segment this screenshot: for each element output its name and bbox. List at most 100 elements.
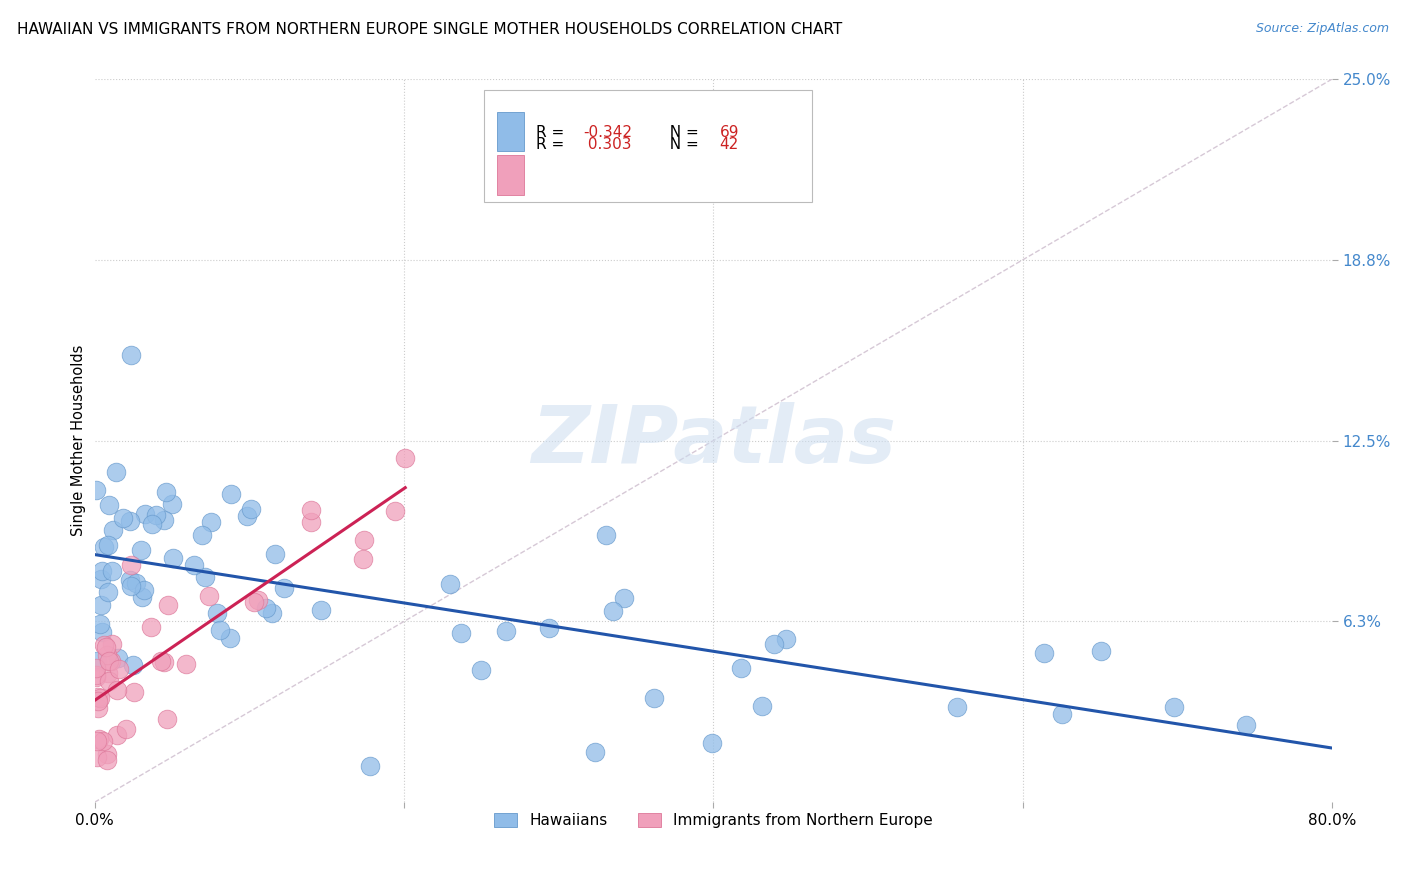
Point [121,657,143,672]
Point [262,606,284,620]
Point [141,517,163,532]
Point [239,502,262,516]
Point [495,624,517,639]
Legend: Hawaiians, Immigrants from Northern Europe: Hawaiians, Immigrants from Northern Euro… [488,807,939,834]
Point [120,558,142,572]
Point [105,682,128,697]
Point [89,617,111,632]
Point [439,577,461,591]
Point [254,601,277,615]
Point [1090,644,1112,658]
Point [152,513,174,527]
Point [156,598,179,612]
Text: R =: R = [537,125,569,139]
Point [97,498,120,512]
Point [730,660,752,674]
Text: 69: 69 [720,125,740,139]
Point [162,497,184,511]
Point [86,654,108,668]
Point [352,552,374,566]
Point [243,595,266,609]
Point [236,509,259,524]
Point [205,607,228,621]
Point [208,623,231,637]
Point [89,731,111,746]
Point [101,564,124,578]
Point [96,753,118,767]
Point [97,585,120,599]
Point [93,734,115,748]
Point [107,651,129,665]
Point [384,504,406,518]
Point [221,486,243,500]
Point [1234,718,1257,732]
Point [101,523,124,537]
Point [299,503,322,517]
Point [86,734,108,748]
Point [120,578,142,592]
Point [353,533,375,548]
Point [101,637,124,651]
Point [118,514,141,528]
Y-axis label: Single Mother Households: Single Mother Households [72,345,86,536]
Text: 0.303: 0.303 [583,136,631,152]
Point [98,654,121,668]
Point [198,589,221,603]
Point [945,700,967,714]
Point [309,602,332,616]
Point [90,572,112,586]
Point [97,538,120,552]
Point [112,510,135,524]
Point [450,625,472,640]
Point [87,690,110,705]
Text: R =: R = [537,136,569,152]
Point [93,540,115,554]
Point [96,747,118,761]
Point [107,662,129,676]
Point [86,750,108,764]
Point [191,527,214,541]
Point [120,574,142,588]
Text: HAWAIIAN VS IMMIGRANTS FROM NORTHERN EUROPE SINGLE MOTHER HOUSEHOLDS CORRELATION: HAWAIIAN VS IMMIGRANTS FROM NORTHERN EUR… [17,22,842,37]
Point [94,640,117,654]
Point [91,625,114,640]
FancyBboxPatch shape [485,90,813,202]
Point [613,591,636,605]
Point [131,590,153,604]
Point [149,654,172,668]
Point [273,581,295,595]
Point [194,569,217,583]
Point [775,632,797,646]
Point [700,736,723,750]
Point [155,485,177,500]
Point [129,543,152,558]
Text: ZIPatlas: ZIPatlas [531,401,896,480]
Point [595,528,617,542]
Point [139,620,162,634]
Point [359,759,381,773]
Point [470,663,492,677]
Point [134,583,156,598]
Point [124,576,146,591]
Point [84,483,107,497]
Point [763,636,786,650]
Point [264,547,287,561]
Point [97,666,120,681]
Point [105,466,128,480]
Point [96,648,118,663]
Point [1032,647,1054,661]
Point [394,451,416,466]
Text: N =: N = [661,125,704,139]
Text: -0.342: -0.342 [583,125,633,139]
Point [84,670,107,684]
Point [84,668,107,682]
Point [200,515,222,529]
Point [91,564,114,578]
Bar [496,155,524,194]
Point [105,728,128,742]
Point [583,745,606,759]
Point [87,694,110,708]
Point [219,631,242,645]
Point [1163,699,1185,714]
Point [90,599,112,613]
